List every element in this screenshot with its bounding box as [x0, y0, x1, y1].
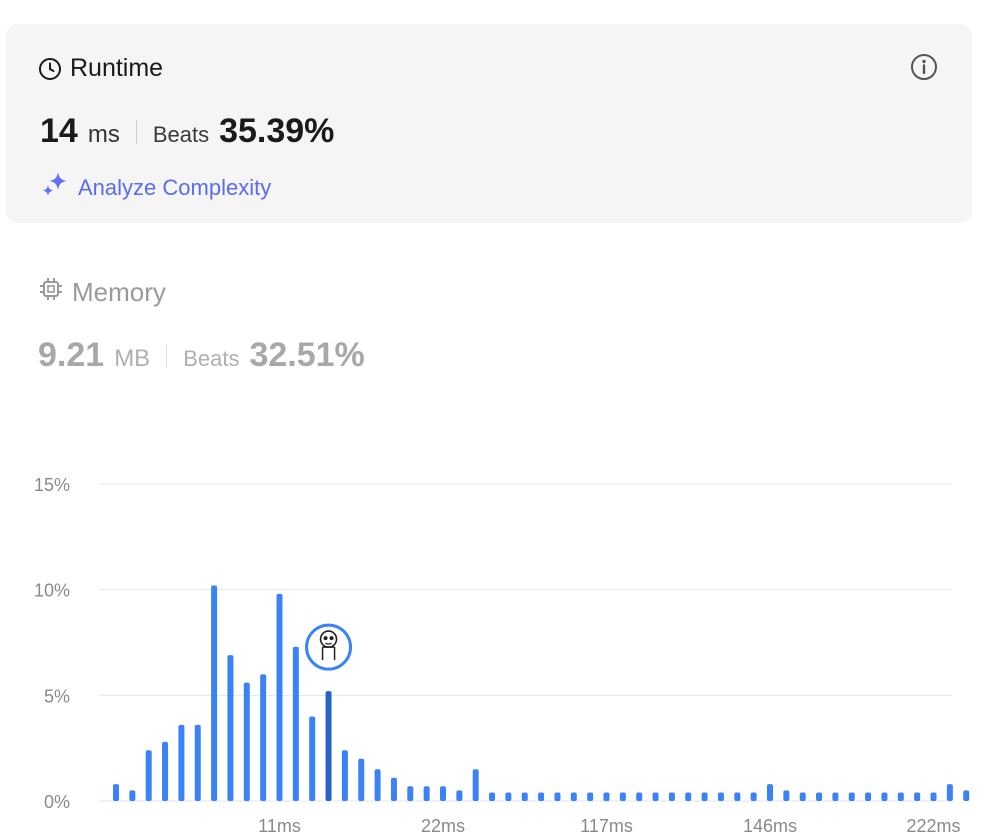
y-tick-label: 5% — [44, 686, 70, 706]
memory-beats-label: Beats — [183, 346, 240, 371]
memory-unit: MB — [114, 345, 151, 372]
bar[interactable] — [505, 792, 512, 801]
y-tick-label: 0% — [44, 792, 70, 812]
bar[interactable] — [619, 792, 626, 801]
x-tick-label: 222ms — [906, 816, 960, 836]
bar[interactable] — [816, 792, 823, 801]
runtime-value: 14 — [40, 112, 78, 150]
bar[interactable] — [685, 792, 692, 801]
memory-title: Memory — [72, 277, 166, 307]
bar[interactable] — [799, 792, 806, 801]
sparkle-icon — [40, 170, 70, 206]
bar[interactable] — [783, 790, 790, 801]
bar[interactable] — [963, 790, 970, 801]
bar-selected[interactable] — [325, 691, 332, 801]
memory-stats[interactable]: 9.21 MB Beats 32.51% — [38, 336, 365, 375]
bar[interactable] — [227, 655, 234, 801]
bar[interactable] — [636, 792, 643, 801]
bar[interactable] — [358, 758, 365, 801]
y-tick-label: 10% — [34, 581, 70, 601]
bar[interactable] — [603, 792, 610, 801]
x-tick-label: 146ms — [743, 816, 797, 836]
bar[interactable] — [211, 585, 218, 801]
bar[interactable] — [914, 792, 921, 801]
bar[interactable] — [538, 792, 545, 801]
bar[interactable] — [848, 792, 855, 801]
bar[interactable] — [243, 682, 250, 801]
bar[interactable] — [292, 646, 299, 801]
divider — [135, 119, 137, 144]
bar[interactable] — [832, 792, 839, 801]
bar[interactable] — [521, 792, 528, 801]
bar[interactable] — [881, 792, 888, 801]
bar[interactable] — [407, 786, 414, 801]
bar[interactable] — [701, 792, 708, 801]
bar[interactable] — [178, 724, 185, 801]
memory-beats-value: 32.51% — [249, 336, 365, 374]
runtime-card: Runtime 14 ms Beats 35.39% — [6, 24, 972, 223]
user-avatar-marker[interactable] — [305, 623, 353, 671]
bar[interactable] — [897, 792, 904, 801]
runtime-beats-value: 35.39% — [219, 112, 335, 150]
clock-icon — [38, 57, 62, 81]
bar[interactable] — [865, 792, 872, 801]
analyze-complexity-button[interactable]: Analyze Complexity — [40, 170, 271, 206]
bar[interactable] — [717, 792, 724, 801]
bar[interactable] — [309, 716, 316, 801]
bar[interactable] — [145, 750, 152, 801]
bar[interactable] — [129, 790, 136, 801]
bar[interactable] — [930, 792, 937, 801]
bar[interactable] — [554, 792, 561, 801]
x-tick-label: 22ms — [421, 816, 465, 836]
runtime-unit: ms — [87, 121, 120, 148]
bar[interactable] — [570, 792, 577, 801]
bar[interactable] — [260, 674, 267, 801]
bar[interactable] — [668, 792, 675, 801]
x-tick-label: 117ms — [580, 816, 633, 836]
bar[interactable] — [162, 741, 169, 801]
bar[interactable] — [946, 784, 953, 801]
x-tick-label: 11ms — [258, 816, 301, 836]
analyze-complexity-label: Analyze Complexity — [78, 175, 272, 200]
runtime-header: Runtime — [38, 54, 163, 83]
bar[interactable] — [374, 769, 381, 801]
bar[interactable] — [194, 724, 201, 801]
bar[interactable] — [456, 790, 463, 801]
bar[interactable] — [341, 750, 348, 801]
memory-header[interactable]: Memory — [38, 276, 166, 309]
bar[interactable] — [652, 792, 659, 801]
divider — [166, 343, 168, 368]
bar[interactable] — [472, 769, 479, 801]
runtime-beats-label: Beats — [152, 122, 210, 147]
runtime-distribution-chart: 0% 5% 10% 15% 11ms 22ms 117ms 146ms 222ms — [34, 475, 970, 836]
memory-value: 9.21 — [38, 336, 105, 374]
bar[interactable] — [390, 777, 397, 801]
y-tick-label: 15% — [34, 475, 70, 495]
bar[interactable] — [276, 593, 283, 801]
bar[interactable] — [489, 792, 496, 801]
bar[interactable] — [423, 786, 430, 801]
bar[interactable] — [587, 792, 594, 801]
chip-icon — [38, 276, 64, 309]
bar[interactable] — [767, 784, 773, 801]
bar[interactable] — [750, 792, 757, 801]
bar[interactable] — [440, 786, 446, 801]
info-icon[interactable] — [909, 52, 939, 87]
bar[interactable] — [113, 784, 119, 801]
bar[interactable] — [734, 792, 741, 801]
runtime-stats: 14 ms Beats 35.39% — [40, 112, 334, 151]
runtime-title: Runtime — [70, 54, 164, 82]
